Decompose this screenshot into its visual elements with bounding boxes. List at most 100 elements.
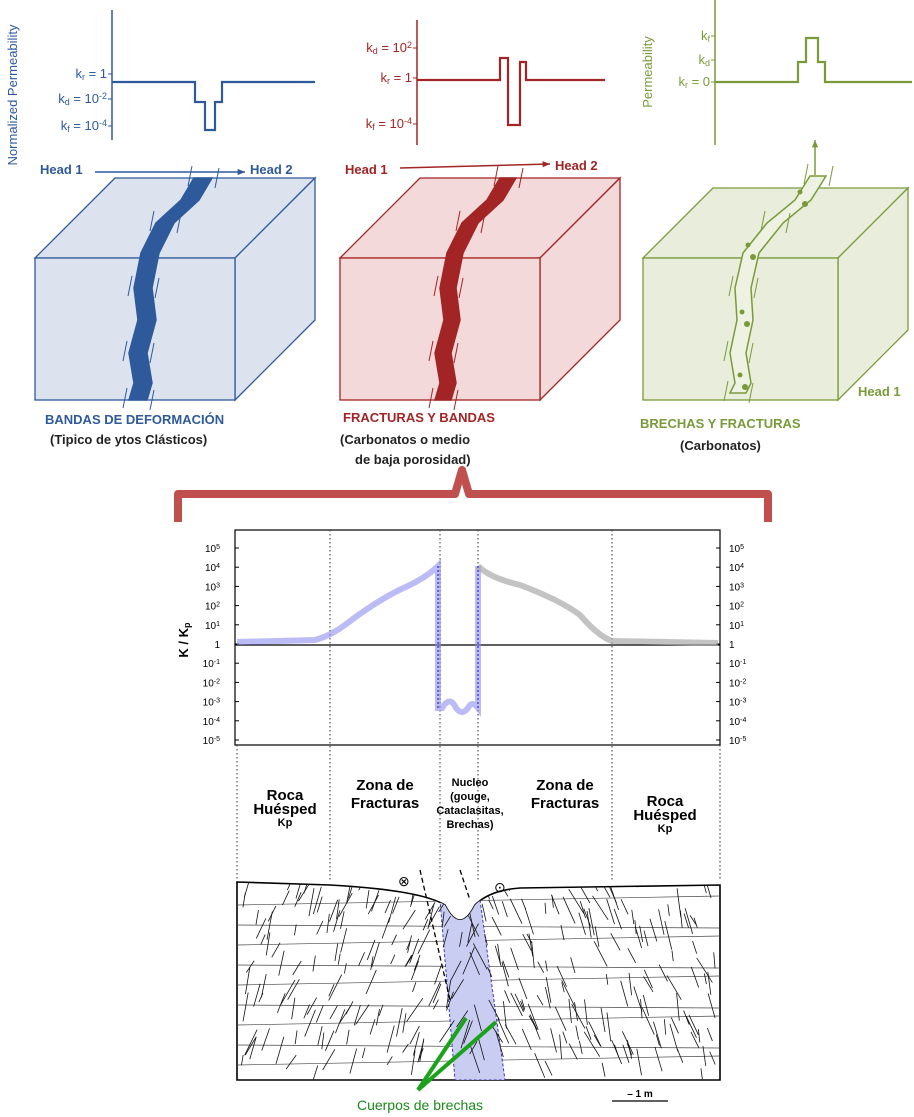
head-label: Head 1 bbox=[40, 162, 83, 177]
y-tick-label-part: 3 bbox=[216, 582, 220, 589]
level-label-part: -2 bbox=[99, 91, 107, 101]
callout-label: Cuerpos de brechas bbox=[357, 1097, 483, 1113]
fracture bbox=[447, 878, 452, 899]
scale-label: – 1 m bbox=[627, 1089, 653, 1100]
y-tick-label-part: -5 bbox=[214, 736, 220, 743]
y-tick-label: 10-3 bbox=[203, 697, 220, 708]
breccia-clast bbox=[738, 373, 743, 378]
level-label-part: 2 bbox=[407, 40, 412, 50]
y-tick-label: 1 bbox=[214, 640, 220, 651]
y-tick-label-right: 10-1 bbox=[729, 659, 746, 670]
zone-label: Kp bbox=[278, 817, 293, 829]
permeability-curve bbox=[478, 566, 718, 643]
y-tick-label-right-part: 10 bbox=[729, 717, 741, 728]
permeability-profile bbox=[417, 58, 605, 125]
y-tick-label: 103 bbox=[205, 582, 220, 593]
y-tick-label: 102 bbox=[205, 601, 220, 612]
panel-subtitle: (Carbonatos) bbox=[680, 438, 761, 453]
fracture bbox=[437, 876, 448, 895]
y-tick-label-right-part: 5 bbox=[740, 544, 744, 551]
y-tick-label-right: 103 bbox=[729, 582, 744, 593]
y-tick-label-part: -2 bbox=[214, 678, 220, 685]
y-tick-label: 10-5 bbox=[203, 736, 220, 747]
permeability-curve bbox=[237, 566, 478, 712]
zone-label: Zona de bbox=[356, 777, 414, 794]
y-tick-label-right: 104 bbox=[729, 563, 744, 574]
level-label: kd bbox=[698, 52, 710, 68]
level-label-part: f bbox=[707, 34, 710, 44]
y-tick-label-right: 10-2 bbox=[729, 678, 746, 689]
panel-subtitle: (Carbonatos o medio bbox=[340, 432, 470, 447]
breccia-clast bbox=[744, 321, 750, 327]
bracket bbox=[178, 470, 768, 522]
breccia-clast bbox=[740, 310, 745, 315]
y-tick-label-right-part: 10 bbox=[729, 659, 741, 670]
core-outline bbox=[438, 566, 478, 708]
y-tick-label-right-part: 10 bbox=[729, 736, 741, 747]
panel-title: BANDAS DE DEFORMACIÓN bbox=[45, 412, 224, 427]
y-tick-label-right-part: -5 bbox=[740, 736, 746, 743]
level-label-part: = 10 bbox=[70, 118, 99, 133]
arrow bbox=[400, 164, 550, 168]
head-label: Head 2 bbox=[555, 158, 598, 173]
panel-title: BRECHAS Y FRACTURAS bbox=[640, 416, 801, 431]
zone-label: (gouge, bbox=[450, 791, 490, 803]
panel-title: FRACTURAS Y BANDAS bbox=[343, 410, 495, 425]
level-label-part: = 10 bbox=[375, 116, 404, 131]
y-tick-label: 10-2 bbox=[203, 678, 220, 689]
breccia-clast bbox=[750, 254, 756, 260]
y-tick-label-right: 102 bbox=[729, 601, 744, 612]
level-label: kf = 10-4 bbox=[61, 118, 107, 134]
y-tick-label-right-part: 1 bbox=[740, 621, 744, 628]
zone-label: Huésped bbox=[633, 807, 696, 824]
y-tick-label-right-part: 10 bbox=[729, 544, 741, 555]
zone-label: Zona de bbox=[536, 777, 594, 794]
level-label: kr = 1 bbox=[75, 66, 107, 82]
y-tick-label-right-part: 10 bbox=[729, 563, 741, 574]
level-label-part: -4 bbox=[99, 118, 107, 128]
y-tick-label-part: 5 bbox=[216, 544, 220, 551]
y-tick-label-part: 10 bbox=[205, 621, 217, 632]
y-tick-label-part: -1 bbox=[214, 659, 220, 666]
breccia-clast bbox=[798, 190, 803, 195]
y-tick-label-part: 1 bbox=[214, 640, 220, 651]
y-tick-label: 10-1 bbox=[203, 659, 220, 670]
arrow-head bbox=[812, 140, 818, 147]
head-label: Head 2 bbox=[250, 162, 293, 177]
y-tick-label-part: 10 bbox=[205, 563, 217, 574]
y-tick-label-right-part: 10 bbox=[729, 678, 741, 689]
y-tick-label-right-part: -4 bbox=[740, 717, 746, 724]
panel-subtitle: de baja porosidad) bbox=[355, 452, 471, 467]
level-label-part: = 1 bbox=[390, 70, 412, 85]
y-tick-label-part: 2 bbox=[216, 601, 220, 608]
level-label: kf bbox=[701, 28, 711, 44]
zone-label: Huésped bbox=[253, 801, 316, 818]
level-label: kr = 0 bbox=[678, 74, 710, 90]
head-label: Head 1 bbox=[345, 162, 388, 177]
level-label-part: = 10 bbox=[70, 91, 99, 106]
y-axis-label-part: K / K bbox=[176, 627, 191, 657]
y-tick-label-right-part: 10 bbox=[729, 698, 741, 709]
y-tick-label-right-part: 3 bbox=[740, 582, 744, 589]
y-tick-label-right: 10-4 bbox=[729, 717, 746, 728]
y-tick-label: 105 bbox=[205, 544, 220, 555]
level-label: kd = 10-2 bbox=[58, 91, 107, 107]
y-tick-label-right: 10-5 bbox=[729, 736, 746, 747]
axis-label: Permeability bbox=[640, 36, 655, 108]
slip-symbol: ⊙ bbox=[494, 879, 506, 895]
zone-label: Cataclasitas, bbox=[436, 805, 503, 817]
y-axis-label: K / Kp bbox=[176, 622, 192, 658]
y-tick-label-part: 10 bbox=[205, 582, 217, 593]
zone-label: Brechas) bbox=[446, 819, 493, 831]
fracture bbox=[829, 166, 833, 186]
level-label: kf = 10-4 bbox=[366, 116, 412, 132]
zone-label: Kp bbox=[658, 823, 673, 835]
y-tick-label-right: 10-3 bbox=[729, 697, 746, 708]
fracture bbox=[430, 871, 434, 895]
y-tick-label-part: 10 bbox=[205, 602, 217, 613]
y-tick-label-part: 10 bbox=[203, 736, 215, 747]
y-tick-label-right: 1 bbox=[729, 640, 735, 651]
y-tick-label-right-part: 10 bbox=[729, 621, 741, 632]
zone-label: Nucleo bbox=[452, 777, 489, 789]
y-tick-label-part: 4 bbox=[216, 563, 220, 570]
